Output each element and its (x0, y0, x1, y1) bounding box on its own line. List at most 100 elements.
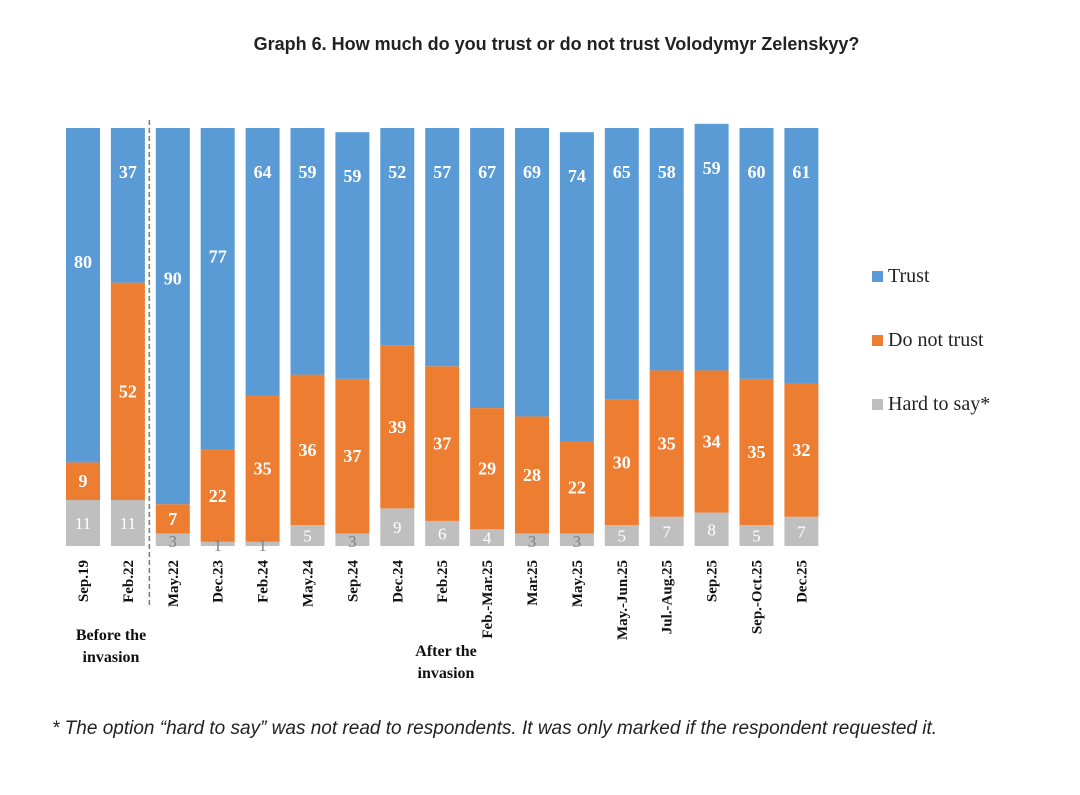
bar-hard-15 (739, 525, 774, 546)
bar-trust-9 (470, 128, 505, 409)
x-tick-label-9: Feb.-Mar.25 (480, 560, 496, 639)
value-label-dont-6: 37 (343, 446, 361, 466)
chart-title: Graph 6. How much do you trust or do not… (253, 34, 860, 54)
x-tick-label-12: May.-Jun.25 (615, 560, 631, 640)
x-tick-label-15: Sep.-Oct.25 (750, 560, 766, 634)
value-label-dont-11: 22 (568, 477, 586, 497)
bar-hard-4 (245, 541, 280, 546)
x-tick-label-11: May.25 (570, 560, 586, 607)
bar-hard-5 (290, 525, 325, 546)
x-tick-label-7: Dec.24 (390, 560, 406, 603)
value-label-dont-16: 32 (792, 440, 810, 460)
bar-trust-12 (604, 128, 639, 400)
legend-swatch-0 (872, 271, 883, 282)
x-tick-label-10: Mar.25 (525, 560, 541, 606)
x-tick-label-2: May.22 (166, 560, 182, 607)
legend-label-1: Do not trust (888, 329, 984, 351)
bar-trust-10 (515, 128, 549, 417)
value-label-trust-10: 69 (523, 162, 541, 182)
value-label-dont-14: 34 (703, 432, 721, 452)
value-label-hard-2: 3 (169, 532, 178, 551)
x-tick-labels-group: Sep.19 Feb.22 May.22 Dec.23 Feb.24 May.24 Sep.… (76, 560, 810, 641)
value-label-hard-16: 7 (797, 522, 806, 541)
value-label-dont-3: 22 (209, 486, 227, 506)
value-label-hard-11: 3 (573, 532, 582, 551)
bar-trust-16 (784, 128, 819, 383)
bars-group (66, 123, 819, 546)
bar-dont-3 (200, 449, 235, 542)
bar-hard-10 (515, 533, 549, 546)
value-label-hard-15: 5 (752, 527, 761, 546)
bar-hard-8 (425, 520, 460, 546)
bar-dont-13 (649, 370, 684, 517)
legend-label-2: Hard to say* (888, 393, 990, 415)
bar-dont-16 (784, 382, 819, 517)
x-tick-label-4: Feb.24 (256, 560, 272, 603)
era-label-line1-1: After the (415, 643, 476, 660)
value-label-dont-13: 35 (658, 434, 676, 454)
value-label-trust-6: 59 (343, 166, 361, 186)
bar-dont-4 (245, 395, 280, 542)
value-label-trust-16: 61 (792, 162, 810, 182)
x-tick-label-5: May.24 (301, 560, 317, 608)
value-label-hard-14: 8 (707, 520, 716, 539)
value-label-trust-15: 60 (748, 162, 766, 182)
value-label-hard-5: 5 (303, 527, 312, 546)
bar-dont-8 (425, 366, 460, 521)
value-label-hard-1: 11 (120, 514, 136, 533)
bar-dont-1 (110, 282, 145, 501)
value-label-hard-7: 9 (393, 518, 402, 537)
bar-hard-14 (694, 512, 729, 546)
bar-dont-6 (335, 378, 370, 534)
bar-hard-12 (604, 525, 639, 546)
bar-trust-13 (649, 128, 684, 371)
value-label-trust-13: 58 (658, 162, 676, 182)
value-label-dont-8: 37 (433, 434, 451, 454)
bar-trust-7 (380, 128, 415, 346)
legend-label-0: Trust (888, 265, 930, 287)
value-label-hard-3: 1 (213, 536, 222, 555)
value-label-trust-1: 37 (119, 162, 137, 182)
bar-trust-4 (245, 128, 280, 396)
value-label-trust-3: 77 (209, 247, 227, 267)
value-label-dont-12: 30 (613, 452, 631, 472)
x-tick-label-0: Sep.19 (76, 560, 92, 602)
value-label-dont-1: 52 (119, 381, 137, 401)
x-tick-label-1: Feb.22 (121, 560, 137, 603)
bar-dont-5 (290, 374, 325, 526)
bar-trust-1 (110, 128, 145, 283)
x-tick-label-13: Jul.-Aug.25 (660, 560, 676, 634)
value-label-dont-4: 35 (254, 459, 272, 479)
era-label-line2-1: invasion (418, 665, 475, 682)
value-label-trust-14: 59 (703, 158, 721, 178)
bar-dont-0 (66, 462, 100, 501)
value-label-hard-0: 11 (75, 514, 91, 533)
value-label-dont-2: 7 (168, 509, 177, 529)
bar-dont-12 (604, 399, 639, 526)
bar-dont-7 (380, 345, 415, 509)
value-label-dont-5: 36 (299, 440, 317, 460)
value-label-dont-10: 28 (523, 465, 541, 485)
x-tick-label-14: Sep.25 (705, 560, 721, 602)
value-label-trust-5: 59 (299, 162, 317, 182)
value-label-hard-4: 1 (258, 536, 267, 555)
value-label-dont-7: 39 (388, 417, 406, 437)
bar-trust-14 (694, 123, 729, 371)
bar-hard-2 (155, 533, 190, 546)
bar-hard-1 (110, 500, 145, 546)
bar-hard-11 (559, 533, 594, 546)
value-label-dont-0: 9 (79, 471, 88, 491)
value-label-trust-0: 80 (74, 252, 92, 272)
bar-hard-16 (784, 516, 819, 546)
bar-dont-2 (155, 504, 190, 534)
value-labels-group: 1198011523737901227713564536593375993952… (74, 158, 810, 555)
bar-hard-3 (200, 541, 235, 546)
bar-trust-3 (200, 128, 235, 450)
value-label-hard-10: 3 (528, 532, 537, 551)
value-label-trust-4: 64 (254, 162, 272, 182)
value-label-dont-15: 35 (748, 442, 766, 462)
bar-dont-9 (470, 408, 505, 530)
value-label-trust-2: 90 (164, 268, 182, 288)
bar-trust-8 (425, 128, 460, 367)
value-label-hard-9: 4 (483, 529, 492, 548)
